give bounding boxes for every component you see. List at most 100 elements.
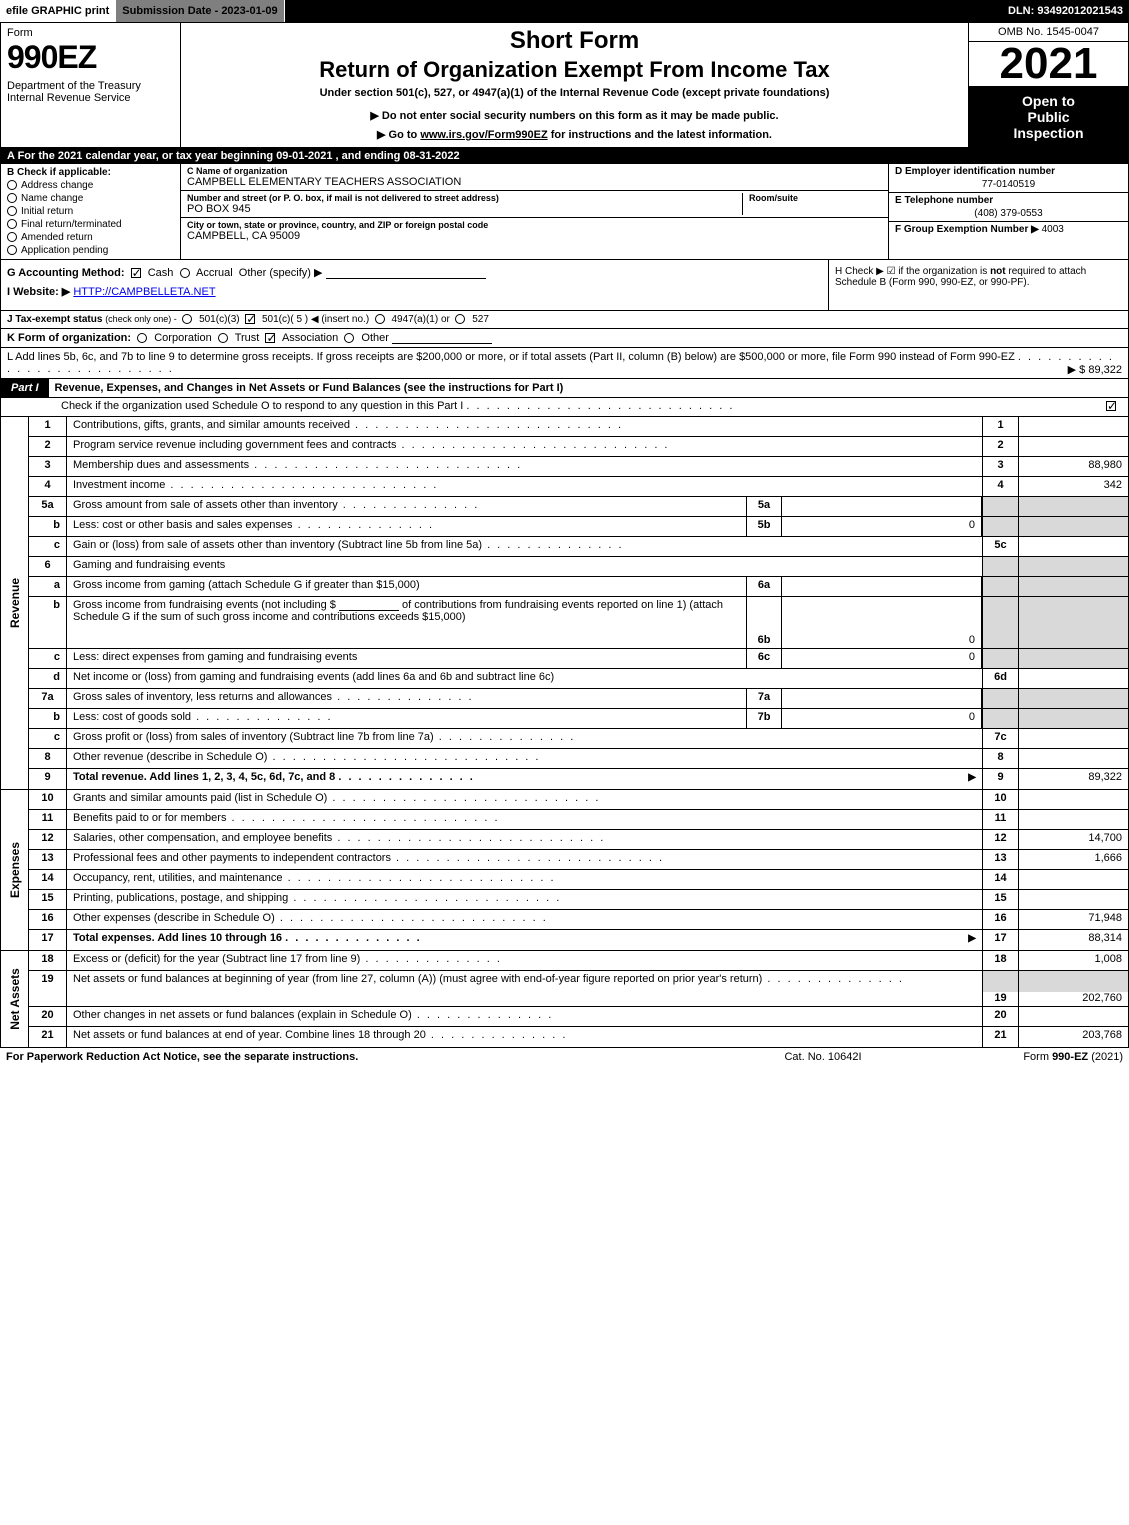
line-rlbl: 9 [982,769,1018,789]
line-rval: 1,008 [1018,951,1128,970]
checkbox-icon[interactable] [7,219,17,229]
line-num: b [29,709,67,728]
h-text1: H Check ▶ ☑ if the organization is [835,266,990,277]
line-num: c [29,649,67,668]
open-1: Open to [973,93,1124,109]
checkbox-accrual-icon[interactable] [180,268,190,278]
line-rlbl: 5c [982,537,1018,556]
line-desc: Grants and similar amounts paid (list in… [67,790,982,809]
checkbox-icon[interactable] [137,333,147,343]
line-7a: 7aGross sales of inventory, less returns… [29,689,1128,709]
mid-lbl: 6b [746,597,782,648]
open-public: Open to Public Inspection [969,87,1128,147]
mid-lbl: 5a [746,497,782,516]
section-bcdef: B Check if applicable: Address change Na… [1,164,1128,260]
line-2: 2Program service revenue including gover… [29,437,1128,457]
grey-cell [982,517,1018,536]
checkbox-icon[interactable] [1106,401,1116,411]
k-o1: Corporation [154,332,211,344]
line-num: 20 [29,1007,67,1026]
line-num: 1 [29,417,67,436]
checkbox-icon[interactable] [218,333,228,343]
checkbox-icon[interactable] [7,232,17,242]
f-row: F Group Exemption Number ▶ 4003 [889,222,1128,259]
revenue-body: 1Contributions, gifts, grants, and simil… [29,417,1128,789]
goto-link[interactable]: www.irs.gov/Form990EZ [420,129,547,141]
line-rlbl: 2 [982,437,1018,456]
line-desc: Program service revenue including govern… [67,437,982,456]
grey-cell [1018,557,1128,576]
line-desc: Less: cost or other basis and sales expe… [67,517,746,536]
footer-center: Cat. No. 10642I [723,1051,923,1063]
fr-post: (2021) [1088,1051,1123,1063]
line-num: 11 [29,810,67,829]
row-a: A For the 2021 calendar year, or tax yea… [1,148,1128,164]
line-num: 10 [29,790,67,809]
grey-cell [1018,709,1128,728]
line-num: 6 [29,557,67,576]
line-desc: Net assets or fund balances at end of ye… [67,1027,982,1047]
title-return: Return of Organization Exempt From Incom… [187,57,962,83]
c-street-val: PO BOX 945 [187,203,742,215]
line-rlbl: 7c [982,729,1018,748]
line-rval: 88,314 [1018,930,1128,950]
checkbox-icon[interactable] [7,245,17,255]
ghi-left: G Accounting Method: Cash Accrual Other … [1,260,828,310]
line-rlbl: 12 [982,830,1018,849]
b-lbl: Amended return [21,232,93,243]
website-link[interactable]: HTTP://CAMPBELLETA.NET [73,286,215,298]
fr-b: 990-EZ [1052,1051,1088,1063]
line-num: b [29,517,67,536]
f-lbl: F Group Exemption Number ▶ [895,224,1039,235]
line-num: b [29,597,67,648]
checkbox-icon[interactable] [7,180,17,190]
line-rlbl: 13 [982,850,1018,869]
line-num: 16 [29,910,67,929]
checkbox-icon[interactable] [375,314,385,324]
checkbox-icon[interactable] [245,314,255,324]
section-l: L Add lines 5b, 6c, and 7b to line 9 to … [1,348,1128,379]
form-main: Form 990EZ Department of the Treasury In… [0,22,1129,1048]
checkbox-icon[interactable] [7,193,17,203]
line-rlbl: 11 [982,810,1018,829]
grey-cell [982,649,1018,668]
line-desc: Total revenue. Add lines 1, 2, 3, 4, 5c,… [67,769,982,789]
part-i-sub: Check if the organization used Schedule … [1,398,1128,417]
line-13: 13Professional fees and other payments t… [29,850,1128,870]
line-rval [1018,810,1128,829]
dept-label: Department of the Treasury Internal Reve… [7,80,174,104]
b-lbl: Address change [21,180,93,191]
line-desc: Benefits paid to or for members [67,810,982,829]
line-6a: aGross income from gaming (attach Schedu… [29,577,1128,597]
dots [338,771,475,783]
revenue-side-label: Revenue [1,417,29,789]
line-rval: 202,760 [1018,971,1128,1006]
mid-lbl: 5b [746,517,782,536]
top-bar: efile GRAPHIC print Submission Date - 20… [0,0,1129,22]
goto-text: ▶ Go to www.irs.gov/Form990EZ for instru… [187,128,962,141]
form-number-block: Form 990EZ Department of the Treasury In… [1,23,181,147]
line-desc: Gain or (loss) from sale of assets other… [67,537,982,556]
line-num: c [29,729,67,748]
line-desc: Salaries, other compensation, and employ… [67,830,982,849]
line-rlbl: 17 [982,930,1018,950]
checkbox-icon[interactable] [344,333,354,343]
line-16: 16Other expenses (describe in Schedule O… [29,910,1128,930]
line-11: 11Benefits paid to or for members11 [29,810,1128,830]
line-num: d [29,669,67,688]
checkbox-icon[interactable] [7,206,17,216]
line-rlbl: 6d [982,669,1018,688]
checkbox-icon[interactable] [265,333,275,343]
checkbox-cash-icon[interactable] [131,268,141,278]
j-o4: 527 [472,314,489,325]
line-rval [1018,890,1128,909]
b-item-pending: Application pending [7,245,174,256]
line-12: 12Salaries, other compensation, and empl… [29,830,1128,850]
part-i-header: Part I Revenue, Expenses, and Changes in… [1,379,1128,398]
k-o4: Other [361,332,389,344]
line-num: 18 [29,951,67,970]
checkbox-icon[interactable] [182,314,192,324]
d-lbl: D Employer identification number [895,166,1055,177]
line-num: 5a [29,497,67,516]
checkbox-icon[interactable] [455,314,465,324]
